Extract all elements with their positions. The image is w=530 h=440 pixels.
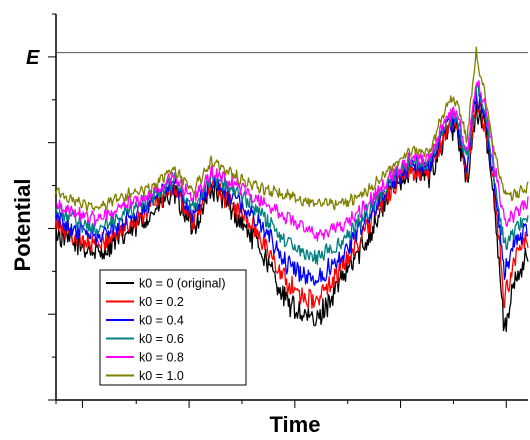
legend-label-2: k0 = 0.4 [139, 314, 184, 328]
series-line-5 [55, 46, 529, 212]
legend-box [99, 269, 247, 386]
legend-label-5: k0 = 1.0 [139, 369, 184, 383]
reference-line-label: E [26, 47, 40, 69]
x-axis-title: Time [270, 412, 321, 437]
legend: k0 = 0 (original) k0 = 0.2 k0 = 0.4 k0 = 0.… [99, 269, 247, 386]
plot-axes [48, 13, 528, 408]
y-axis-title: Potential [10, 179, 35, 272]
series-line-4 [55, 80, 529, 242]
legend-label-3: k0 = 0.6 [139, 332, 184, 346]
legend-label-4: k0 = 0.8 [139, 351, 184, 365]
series-group [55, 46, 529, 333]
legend-label-0: k0 = 0 (original) [139, 277, 226, 291]
legend-label-1: k0 = 0.2 [139, 295, 184, 309]
